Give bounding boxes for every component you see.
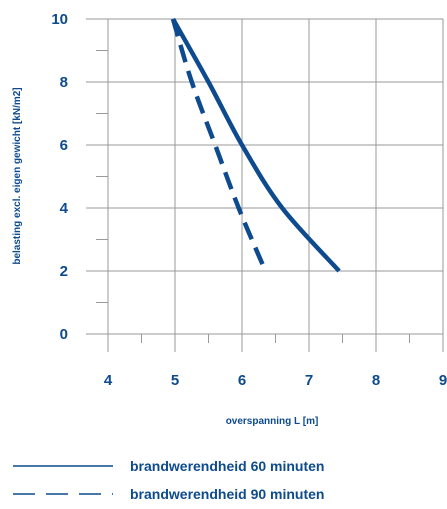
y-axis-label: belasting excl. eigen gewicht [kN/m2] bbox=[12, 87, 23, 264]
series-lines bbox=[170, 17, 341, 273]
y-tick-label: 0 bbox=[60, 326, 68, 343]
legend-label-2: brandwerendheid 90 minuten bbox=[130, 486, 324, 502]
series-line-1 bbox=[171, 17, 341, 273]
x-tick-label: 7 bbox=[305, 372, 313, 389]
y-tick-label: 10 bbox=[51, 11, 68, 28]
legend-label-1: brandwerendheid 60 minuten bbox=[130, 458, 324, 474]
x-tick-label: 9 bbox=[439, 372, 447, 389]
x-tick-label: 6 bbox=[238, 372, 246, 389]
x-tick-label: 4 bbox=[104, 372, 113, 389]
x-tick-label: 5 bbox=[171, 372, 179, 389]
axes bbox=[86, 18, 444, 352]
y-tick-label: 8 bbox=[60, 74, 68, 91]
y-tick-label: 2 bbox=[60, 263, 68, 280]
tick-labels: 4 5 6 7 8 9 0 2 4 6 8 10 bbox=[51, 11, 447, 389]
x-axis-label: overspanning L [m] bbox=[226, 416, 319, 427]
grid-lines bbox=[108, 18, 444, 334]
series-line-2 bbox=[170, 18, 268, 272]
x-tick-label: 8 bbox=[372, 372, 380, 389]
y-tick-label: 4 bbox=[60, 200, 69, 217]
legend: brandwerendheid 60 minuten brandwerendhei… bbox=[13, 458, 324, 502]
y-tick-label: 6 bbox=[60, 137, 68, 154]
